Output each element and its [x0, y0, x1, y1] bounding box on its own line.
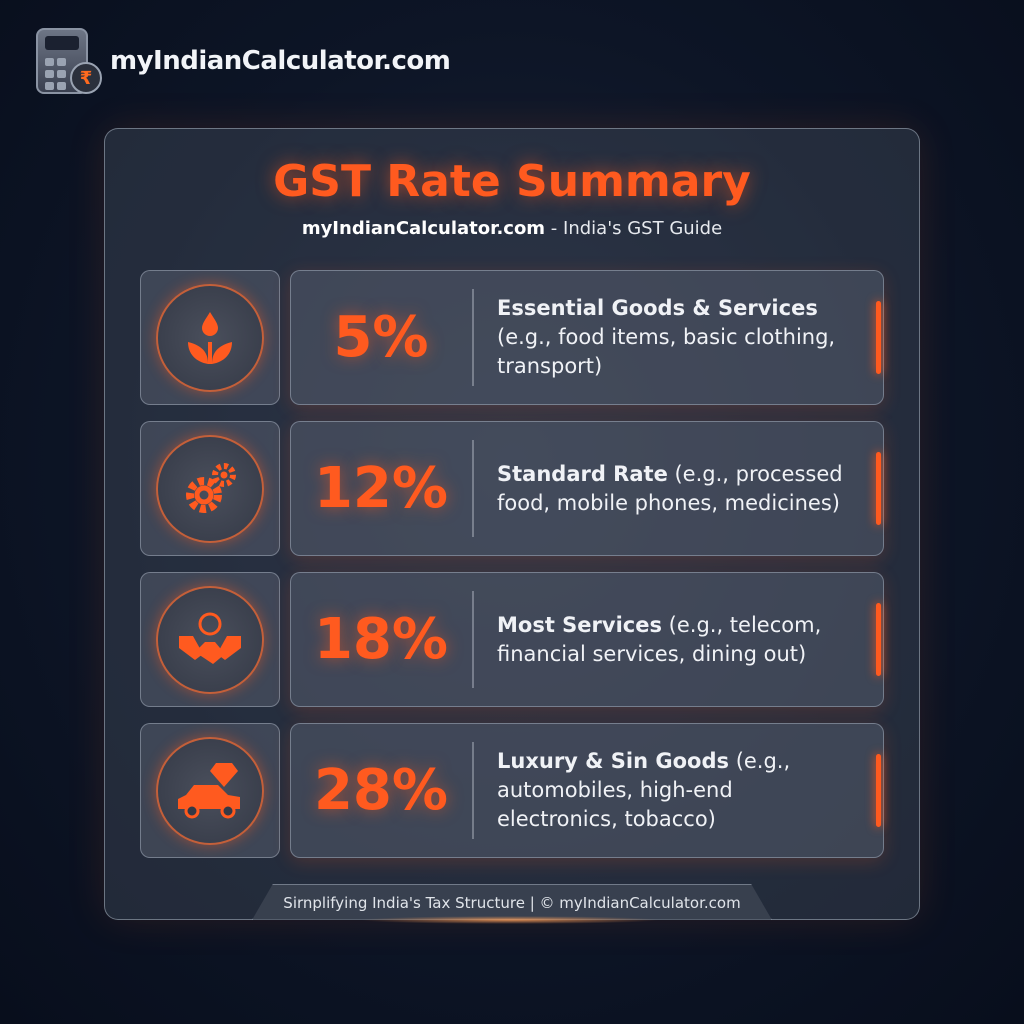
rate-description: Most Services (e.g., telecom, financial … — [497, 612, 822, 666]
rate-value: 5% — [333, 305, 429, 370]
rate-description: Essential Goods & Services (e.g., food i… — [497, 296, 836, 378]
brand-header: ₹ myIndianCalculator.com — [36, 28, 451, 94]
handshake-globe-icon — [156, 585, 264, 694]
icon-box-12 — [140, 421, 280, 556]
subtitle-site: myIndianCalculator.com — [301, 218, 546, 239]
rate-row-5: 5% Essential Goods & Services (e.g., foo… — [290, 270, 884, 405]
icon-box-28 — [140, 723, 280, 858]
icon-box-18 — [140, 572, 280, 707]
page-subtitle: myIndianCalculator.com - India's GST Gui… — [0, 218, 1024, 239]
subtitle-text: - India's GST Guide — [545, 218, 723, 239]
page-title: GST Rate Summary — [273, 156, 751, 207]
brand-name: myIndianCalculator.com — [110, 46, 451, 76]
calculator-rupee-icon: ₹ — [36, 28, 102, 94]
rate-value: 18% — [313, 607, 449, 672]
rate-description: Luxury & Sin Goods (e.g., automobiles, h… — [497, 749, 791, 831]
icon-box-5 — [140, 270, 280, 405]
rate-row-28: 28% Luxury & Sin Goods (e.g., automobile… — [290, 723, 884, 858]
leaf-drop-icon — [156, 283, 264, 392]
rate-value: 28% — [313, 758, 449, 823]
car-diamond-icon — [156, 736, 264, 845]
gears-icon — [156, 434, 264, 543]
rate-description: Standard Rate (e.g., processed food, mob… — [497, 461, 843, 515]
rate-row-18: 18% Most Services (e.g., telecom, financ… — [290, 572, 884, 707]
rate-value: 12% — [313, 456, 449, 521]
footer-tagline: Sirnplifying India's Tax Structure | © m… — [252, 884, 772, 920]
rate-row-12: 12% Standard Rate (e.g., processed food,… — [290, 421, 884, 556]
